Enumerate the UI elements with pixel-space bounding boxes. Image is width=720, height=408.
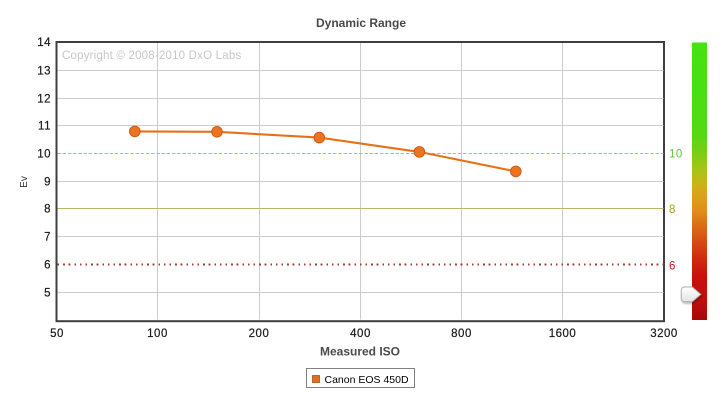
svg-text:14: 14	[37, 37, 51, 49]
svg-text:Copyright © 2008-2010 DxO Labs: Copyright © 2008-2010 DxO Labs	[62, 50, 241, 62]
svg-text:6: 6	[44, 260, 51, 272]
svg-text:12: 12	[37, 94, 51, 106]
svg-text:8: 8	[669, 204, 676, 216]
svg-text:10: 10	[669, 148, 683, 160]
svg-text:Canon EOS 450D: Canon EOS 450D	[325, 374, 409, 386]
svg-text:200: 200	[249, 328, 270, 340]
svg-text:Dynamic Range: Dynamic Range	[316, 16, 406, 30]
svg-text:Ev: Ev	[19, 176, 30, 188]
svg-text:100: 100	[147, 328, 168, 340]
svg-text:50: 50	[50, 328, 64, 340]
svg-text:13: 13	[37, 66, 51, 78]
svg-text:9: 9	[44, 177, 51, 189]
svg-text:10: 10	[37, 149, 51, 161]
svg-text:800: 800	[451, 328, 472, 340]
svg-text:7: 7	[44, 232, 51, 244]
svg-text:3200: 3200	[650, 328, 678, 340]
svg-text:11: 11	[38, 121, 51, 133]
svg-text:400: 400	[350, 328, 371, 340]
svg-text:5: 5	[44, 288, 51, 300]
svg-text:6: 6	[669, 261, 676, 273]
svg-text:Measured ISO: Measured ISO	[320, 345, 400, 359]
svg-text:1600: 1600	[549, 328, 577, 340]
svg-text:8: 8	[44, 204, 51, 216]
